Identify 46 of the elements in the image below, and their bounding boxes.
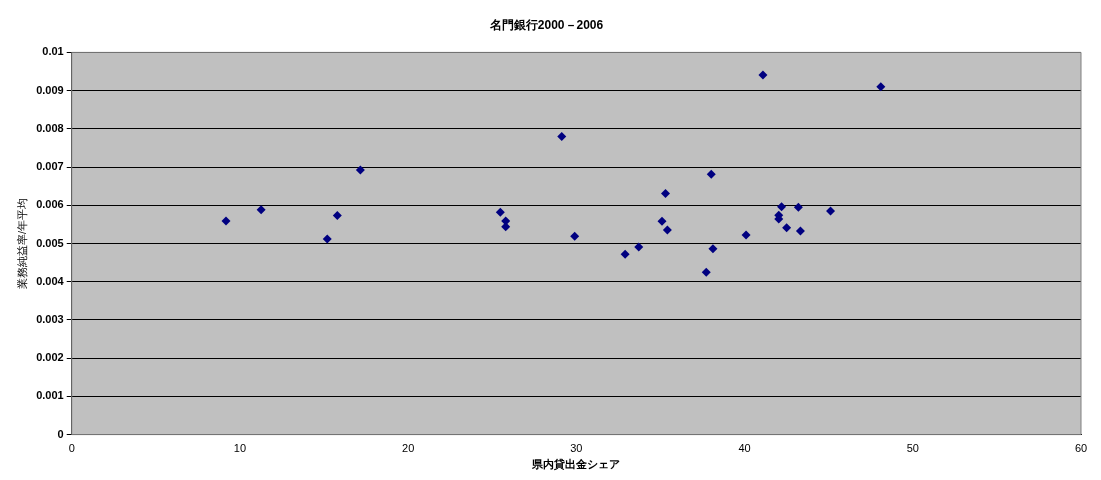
- point: [501, 222, 511, 232]
- point: [620, 249, 630, 259]
- point: [322, 234, 332, 244]
- point: [706, 169, 716, 179]
- point: [661, 188, 671, 198]
- x-tick-label: 20: [402, 442, 415, 455]
- x-tick-label: 0: [68, 442, 75, 455]
- point: [701, 267, 711, 277]
- point: [777, 202, 787, 212]
- point: [662, 225, 672, 235]
- y-tick-label: 0: [57, 427, 64, 440]
- y-tick-label: 0.004: [36, 274, 65, 287]
- x-axis-title: 県内貸出金シェア: [531, 458, 621, 472]
- y-tick-label: 0.009: [36, 83, 64, 96]
- point: [708, 244, 718, 254]
- point: [495, 207, 505, 217]
- point: [795, 226, 805, 236]
- point: [793, 202, 803, 212]
- point: [557, 131, 567, 141]
- point: [355, 165, 365, 175]
- y-axis-title: 業務純益率/年平均: [15, 197, 28, 290]
- point: [221, 216, 231, 226]
- y-tick-label: 0.007: [36, 160, 64, 173]
- point: [782, 223, 792, 233]
- y-tick-label: 0.006: [36, 198, 64, 211]
- y-tick-label: 0.002: [36, 351, 64, 364]
- x-tick-label: 40: [738, 442, 751, 455]
- point: [634, 242, 644, 252]
- y-tick-label: 0.003: [36, 312, 64, 325]
- point: [826, 206, 836, 216]
- x-tick-label: 10: [233, 442, 247, 455]
- point: [657, 216, 667, 226]
- x-tick-label: 50: [906, 442, 919, 455]
- y-tick-label: 0.005: [36, 236, 64, 249]
- y-tick-label: 0.001: [36, 389, 64, 402]
- y-tick-label: 0.01: [42, 45, 64, 58]
- point: [256, 205, 266, 215]
- chart-title: 名門銀行2000－2006: [488, 17, 604, 32]
- x-tick-label: 60: [1074, 442, 1088, 455]
- x-tick-label: 30: [570, 442, 583, 455]
- point: [741, 230, 751, 240]
- point: [876, 82, 886, 92]
- point: [332, 211, 342, 221]
- y-tick-label: 0.008: [36, 121, 64, 134]
- point: [758, 70, 768, 80]
- point: [570, 231, 580, 241]
